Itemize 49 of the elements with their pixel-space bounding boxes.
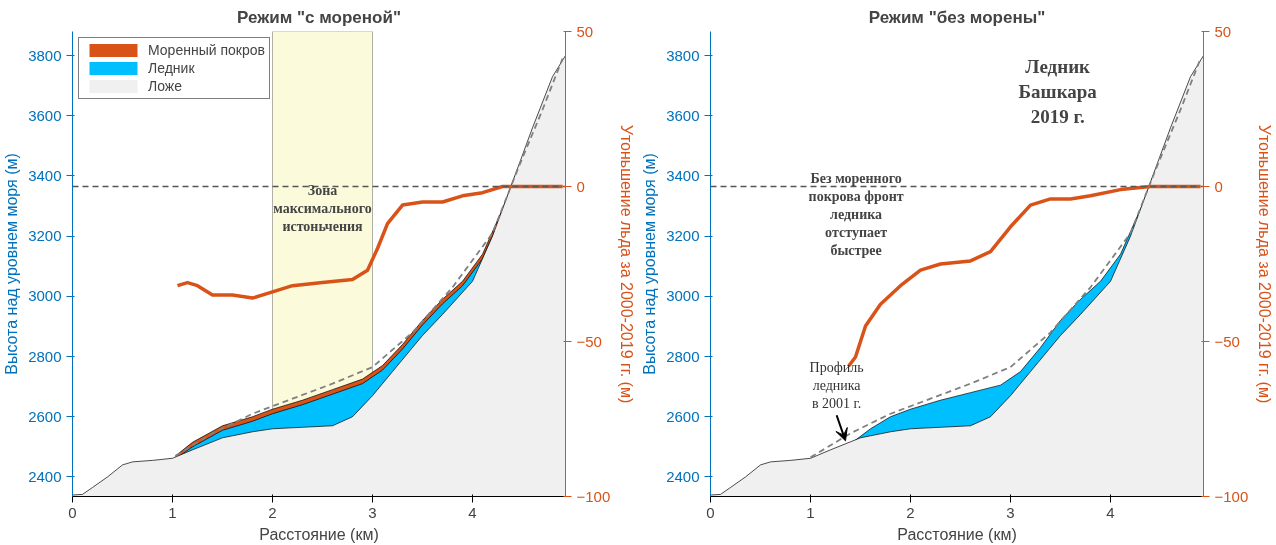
y-tick-label: 3400	[666, 166, 700, 184]
x-tick-label: 0	[706, 503, 715, 521]
legend-label: Моренный покров	[148, 42, 265, 58]
y-axis-title: Высота над уровнем моря (м)	[3, 153, 21, 375]
y-tick-label: 3000	[28, 287, 62, 305]
chart-title: Режим "с мореной"	[237, 7, 401, 27]
y-tick-label: 3600	[28, 106, 62, 124]
chart-title: Режим "без морены"	[868, 7, 1046, 27]
annotation: Профиль ледника в 2001 г.	[809, 359, 864, 411]
x-tick-label: 1	[168, 503, 177, 521]
y2-axis-title: Утоньшение льда за 2000-2019 гг. (м)	[618, 124, 636, 404]
x-tick-label: 1	[806, 503, 815, 521]
y2-tick-label: 50	[576, 22, 594, 40]
x-tick-label: 4	[468, 503, 477, 521]
annotation: Без моренного покрова фронт ледника отступает быстрее	[808, 171, 904, 259]
y-tick-label: 2400	[28, 467, 62, 485]
y2-tick-label: 50	[1214, 22, 1232, 40]
x-tick-label: 2	[268, 503, 277, 521]
y-tick-label: 2400	[666, 467, 700, 485]
y2-tick-label: −50	[1214, 332, 1240, 350]
x-tick-label: 4	[1106, 503, 1115, 521]
legend-label: Ложе	[148, 78, 182, 94]
y-tick-label: 2800	[28, 347, 62, 365]
y-tick-label: 3000	[666, 287, 700, 305]
y2-tick-label: 0	[576, 177, 585, 195]
y2-tick-label: −100	[576, 487, 611, 505]
y-tick-label: 3200	[28, 227, 62, 245]
y-tick-label: 2600	[28, 407, 62, 425]
y2-tick-label: −100	[1214, 487, 1249, 505]
x-tick-label: 0	[68, 503, 77, 521]
y2-tick-label: −50	[576, 332, 602, 350]
y-tick-label: 3200	[666, 227, 700, 245]
x-tick-label: 3	[1006, 503, 1015, 521]
annotation: Ледник Башкара 2019 г.	[1018, 56, 1098, 128]
x-axis-title: Расстояние (км)	[259, 525, 379, 543]
legend-label: Ледник	[148, 60, 195, 76]
y-tick-label: 2800	[666, 347, 700, 365]
y-tick-label: 2600	[666, 407, 700, 425]
x-tick-label: 3	[368, 503, 377, 521]
y-axis-title: Высота над уровнем моря (м)	[641, 153, 659, 375]
y-tick-label: 3400	[28, 166, 62, 184]
y2-tick-label: 0	[1214, 177, 1223, 195]
y-tick-label: 3800	[28, 46, 62, 64]
y2-axis-title: Утоньшение льда за 2000-2019 гг. (м)	[1256, 124, 1274, 404]
y-tick-label: 3600	[666, 106, 700, 124]
x-axis-title: Расстояние (км)	[897, 525, 1017, 543]
y-tick-label: 3800	[666, 46, 700, 64]
band-label: Зона максимального истоньчения	[273, 182, 372, 234]
x-tick-label: 2	[906, 503, 915, 521]
